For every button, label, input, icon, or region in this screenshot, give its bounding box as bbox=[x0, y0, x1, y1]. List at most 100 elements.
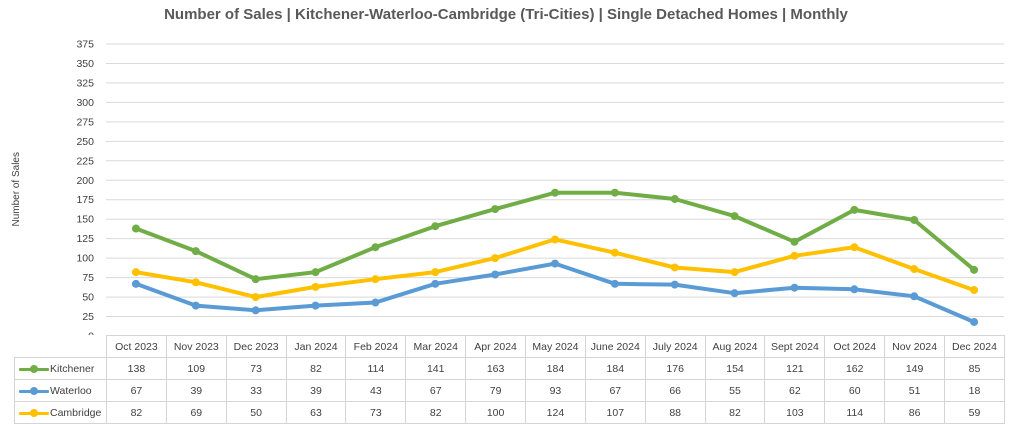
x-tick-label: Oct 2024 bbox=[824, 335, 886, 358]
data-label: 73 bbox=[225, 357, 287, 380]
data-table: Oct 2023 Nov 2023 Dec 2023 Jan 2024 Feb 2024… bbox=[14, 335, 1005, 424]
data-label: 162 bbox=[824, 357, 886, 380]
x-tick-label: Feb 2024 bbox=[345, 335, 407, 358]
x-tick-label: Mar 2024 bbox=[405, 335, 467, 358]
y-tick-label: 225 bbox=[76, 155, 94, 167]
y-tick-label: 250 bbox=[76, 136, 94, 148]
gridlines bbox=[106, 43, 1004, 318]
legend-entry: Cambridge bbox=[14, 401, 107, 424]
data-label: 18 bbox=[944, 379, 1005, 402]
data-label: 82 bbox=[106, 401, 167, 424]
data-label: 184 bbox=[525, 357, 586, 380]
data-label: 114 bbox=[824, 401, 886, 424]
data-point-kitchener bbox=[730, 212, 739, 221]
y-tick-label: 50 bbox=[82, 292, 94, 304]
y-tick-label: 75 bbox=[82, 272, 94, 284]
data-point-cambridge bbox=[491, 254, 500, 263]
table-row: Kitchener 138 109 73 82 114 141 163 184 184 176 154… bbox=[14, 357, 1005, 380]
data-point-waterloo bbox=[251, 306, 260, 315]
table-row: Waterloo 67 39 33 39 43 67 79 93 67 66 55 62 60 51 18 bbox=[14, 379, 1005, 402]
y-tick-label: 125 bbox=[76, 233, 94, 245]
data-point-waterloo bbox=[431, 279, 440, 288]
data-label: 138 bbox=[106, 357, 167, 380]
x-tick-label: July 2024 bbox=[644, 335, 706, 358]
data-point-waterloo bbox=[970, 317, 979, 326]
legend-key-icon bbox=[19, 364, 49, 374]
data-label: 149 bbox=[884, 357, 946, 380]
legend-entry: Kitchener bbox=[14, 357, 107, 380]
data-point-kitchener bbox=[610, 188, 619, 197]
chart-title: Number of Sales | Kitchener-Waterloo-Cam… bbox=[164, 6, 848, 23]
data-point-kitchener bbox=[431, 222, 440, 231]
y-tick-label: 375 bbox=[76, 39, 94, 51]
data-label: 33 bbox=[225, 379, 287, 402]
data-table-header: Oct 2023 Nov 2023 Dec 2023 Jan 2024 Feb 2024… bbox=[15, 335, 1005, 358]
y-tick-label: 100 bbox=[76, 253, 94, 265]
x-tick-label: Aug 2024 bbox=[704, 335, 766, 358]
data-point-cambridge bbox=[131, 268, 140, 277]
data-point-kitchener bbox=[670, 194, 679, 203]
x-tick-label: Nov 2024 bbox=[884, 335, 946, 358]
data-point-kitchener bbox=[551, 188, 559, 197]
y-tick-label: 325 bbox=[76, 77, 94, 89]
data-label: 69 bbox=[165, 401, 227, 424]
data-label: 100 bbox=[465, 401, 527, 424]
data-point-cambridge bbox=[551, 235, 559, 244]
data-label: 51 bbox=[884, 379, 946, 402]
data-label: 67 bbox=[405, 379, 467, 402]
x-tick-label: Jan 2024 bbox=[285, 335, 347, 358]
x-tick-label: Apr 2024 bbox=[465, 335, 527, 358]
data-point-kitchener bbox=[131, 224, 140, 233]
data-label: 124 bbox=[525, 401, 586, 424]
data-label: 82 bbox=[285, 357, 347, 380]
data-point-waterloo bbox=[790, 283, 799, 292]
y-tick-label: 275 bbox=[76, 116, 94, 128]
y-tick-label: 175 bbox=[76, 194, 94, 206]
data-label: 103 bbox=[764, 401, 826, 424]
data-label: 86 bbox=[884, 401, 946, 424]
data-point-cambridge bbox=[610, 248, 619, 257]
data-point-cambridge bbox=[670, 263, 679, 272]
data-point-cambridge bbox=[431, 268, 440, 277]
data-point-cambridge bbox=[251, 293, 260, 302]
data-label: 60 bbox=[824, 379, 886, 402]
data-label: 114 bbox=[345, 357, 407, 380]
data-label: 141 bbox=[405, 357, 467, 380]
data-point-waterloo bbox=[730, 289, 739, 298]
y-tick-label: 150 bbox=[76, 214, 94, 226]
data-label: 50 bbox=[225, 401, 287, 424]
data-label: 73 bbox=[345, 401, 407, 424]
data-label: 85 bbox=[944, 357, 1005, 380]
data-point-cambridge bbox=[790, 251, 799, 260]
data-point-kitchener bbox=[970, 265, 979, 274]
y-tick-label: 200 bbox=[76, 175, 94, 187]
data-label: 163 bbox=[465, 357, 527, 380]
data-label: 176 bbox=[644, 357, 706, 380]
data-point-waterloo bbox=[371, 298, 380, 307]
y-axis-ticks: 0 25 50 75 100 125 150 175 200 225 250 275 300 325 350… bbox=[76, 39, 94, 336]
data-point-waterloo bbox=[910, 292, 919, 301]
data-label: 121 bbox=[764, 357, 826, 380]
legend-key-icon bbox=[19, 408, 49, 418]
data-point-kitchener bbox=[371, 243, 380, 252]
data-point-kitchener bbox=[491, 205, 500, 214]
data-point-kitchener bbox=[850, 205, 859, 214]
data-point-kitchener bbox=[910, 215, 919, 224]
data-point-cambridge bbox=[850, 243, 859, 252]
data-point-cambridge bbox=[311, 282, 320, 291]
data-point-cambridge bbox=[191, 278, 200, 287]
data-point-waterloo bbox=[670, 280, 679, 289]
legend-key-icon bbox=[19, 386, 49, 396]
legend-entry: Waterloo bbox=[14, 379, 107, 402]
data-label: 88 bbox=[644, 401, 706, 424]
data-label: 154 bbox=[704, 357, 766, 380]
data-label: 63 bbox=[285, 401, 347, 424]
data-label: 66 bbox=[644, 379, 706, 402]
x-tick-label: Sept 2024 bbox=[764, 335, 826, 358]
x-tick-label: Oct 2023 bbox=[106, 335, 167, 358]
data-label: 82 bbox=[704, 401, 766, 424]
data-label: 62 bbox=[764, 379, 826, 402]
data-label: 67 bbox=[106, 379, 167, 402]
data-point-kitchener bbox=[790, 237, 799, 246]
data-point-waterloo bbox=[131, 279, 140, 288]
